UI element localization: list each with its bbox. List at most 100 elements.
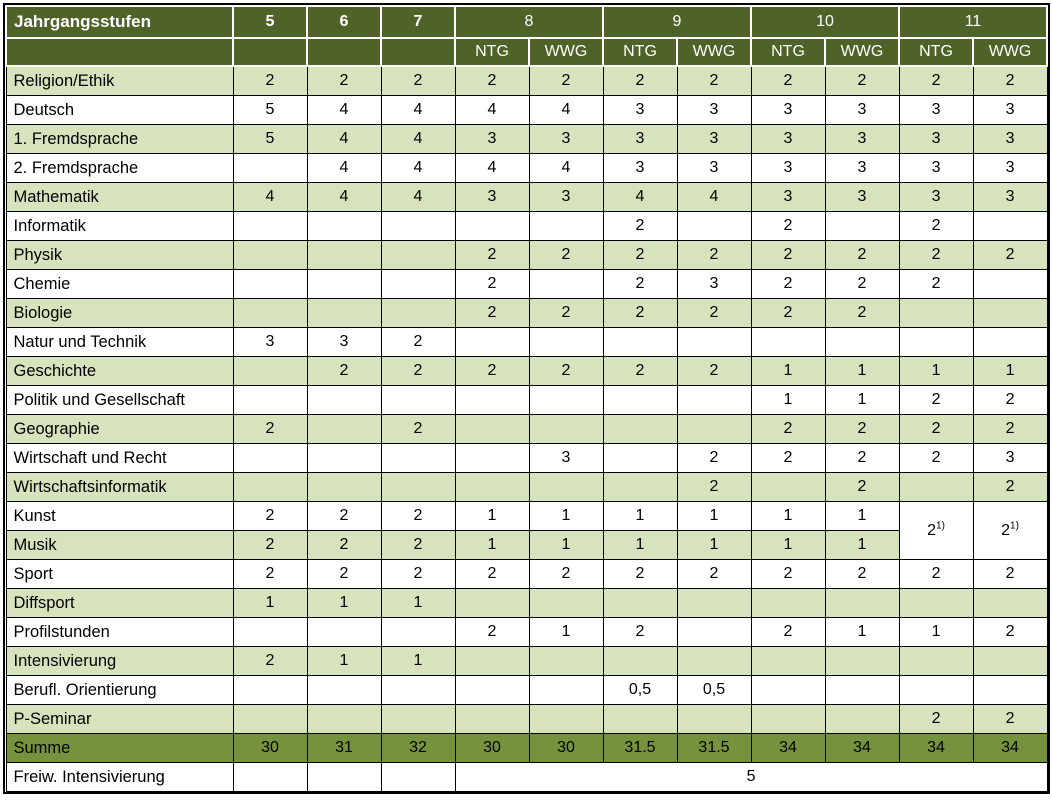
value-cell: 1	[454, 501, 530, 531]
value-cell: 2	[750, 443, 826, 473]
value-cell	[306, 414, 382, 444]
value-cell: 2	[824, 269, 900, 299]
value-cell	[380, 385, 456, 415]
value-cell	[750, 675, 826, 705]
value-cell	[602, 327, 678, 357]
value-cell: 1	[602, 501, 678, 531]
value-cell: 2	[676, 356, 752, 386]
value-cell: 2	[602, 559, 678, 589]
value-cell: 2	[602, 617, 678, 647]
value-cell	[676, 211, 752, 241]
value-cell: 4	[380, 182, 456, 212]
value-cell: 32	[380, 733, 456, 763]
subject-cell: Musik	[5, 530, 234, 560]
value-cell: 3	[898, 124, 974, 154]
value-cell: 3	[676, 124, 752, 154]
table-row: Freiw. Intensivierung 5	[5, 762, 1048, 792]
value-cell	[898, 472, 974, 502]
value-cell: 1	[750, 356, 826, 386]
value-cell	[232, 298, 308, 328]
value-cell: 3	[454, 182, 530, 212]
value-cell: 3	[824, 95, 900, 125]
table-header: Jahrgangsstufen 5 6 7 8 9 10 11 NTG WWG …	[5, 5, 1049, 67]
table-row: Profilstunden 2 1 2 2 1 1 2	[5, 617, 1048, 647]
value-cell: 2	[380, 501, 456, 531]
grade-7-header: 7	[380, 5, 456, 39]
value-cell: 2	[898, 704, 974, 734]
grade-10-header: 10	[749, 5, 901, 39]
subject-cell: Deutsch	[5, 95, 234, 125]
value-cell	[602, 385, 678, 415]
value-cell: 2	[750, 298, 826, 328]
value-cell: 2	[750, 240, 826, 270]
value-cell: 1	[306, 646, 382, 676]
value-cell: 2	[306, 559, 382, 589]
value-cell: 2	[380, 559, 456, 589]
empty-header-cell	[5, 37, 234, 67]
footnote-marker: 1)	[936, 520, 945, 532]
value-cell: 3	[602, 153, 678, 183]
value-cell	[824, 327, 900, 357]
value-cell	[380, 762, 456, 792]
branch-wwg-9: WWG	[676, 37, 752, 67]
branch-ntg-11: NTG	[898, 37, 975, 67]
value-cell	[454, 588, 530, 618]
value-cell	[898, 646, 974, 676]
value-cell: 4	[454, 95, 530, 125]
value-cell: 1	[824, 385, 900, 415]
value-cell: 2	[454, 240, 530, 270]
value-cell	[454, 704, 530, 734]
value-cell	[306, 472, 382, 502]
table-row: Wirtschaftsinformatik 2 2 2	[5, 472, 1048, 502]
value-cell	[602, 443, 678, 473]
value-cell	[380, 443, 456, 473]
table-row: Intensivierung 2 1 1	[5, 646, 1048, 676]
value-cell: 31.5	[676, 733, 752, 763]
empty-header-cell	[232, 37, 308, 67]
value-cell: 3	[824, 182, 900, 212]
value-cell: 4	[380, 124, 456, 154]
subject-cell: 1. Fremdsprache	[5, 124, 234, 154]
value-cell: 34	[972, 733, 1048, 763]
value-cell: 1	[750, 385, 826, 415]
curriculum-table-wrap: Jahrgangsstufen 5 6 7 8 9 10 11 NTG WWG …	[3, 3, 1051, 794]
value-cell: 4	[676, 182, 752, 212]
table-row: Politik und Gesellschaft 1 1 2 2	[5, 385, 1048, 415]
value-cell: 2	[898, 65, 974, 96]
value-cell	[232, 617, 308, 647]
value-cell	[824, 675, 900, 705]
value-cell: 2	[972, 704, 1048, 734]
value-cell: 2	[676, 443, 752, 473]
value-cell: 2	[454, 559, 530, 589]
value-cell: 2	[750, 211, 826, 241]
empty-header-cell	[380, 37, 456, 67]
value-cell: 2	[824, 240, 900, 270]
value-cell	[528, 704, 604, 734]
value-cell	[454, 211, 530, 241]
value-cell	[972, 327, 1048, 357]
value-cell	[750, 704, 826, 734]
value-cell	[898, 588, 974, 618]
value-cell	[676, 588, 752, 618]
subject-cell: Informatik	[5, 211, 234, 241]
value-cell	[972, 588, 1048, 618]
value-cell: 2	[750, 559, 826, 589]
value-cell: 4	[602, 182, 678, 212]
value-cell	[454, 646, 530, 676]
table-row: Informatik 2 2 2	[5, 211, 1048, 241]
subject-cell: Natur und Technik	[5, 327, 234, 357]
table-row: Sport 2 2 2 2 2 2 2 2 2 2 2	[5, 559, 1048, 589]
value-cell	[676, 617, 752, 647]
table-row: Wirtschaft und Recht 3 2 2 2 2 3	[5, 443, 1048, 473]
value-cell: 1	[824, 356, 900, 386]
value-cell: 2	[750, 617, 826, 647]
value-cell: 3	[972, 153, 1048, 183]
value-cell	[750, 646, 826, 676]
value-cell: 2	[528, 356, 604, 386]
value-cell	[454, 675, 530, 705]
value-cell	[676, 385, 752, 415]
value-cell: 31	[306, 733, 382, 763]
value-cell: 1	[676, 530, 752, 560]
value-cell: 2	[676, 298, 752, 328]
value-cell: 1	[380, 588, 456, 618]
